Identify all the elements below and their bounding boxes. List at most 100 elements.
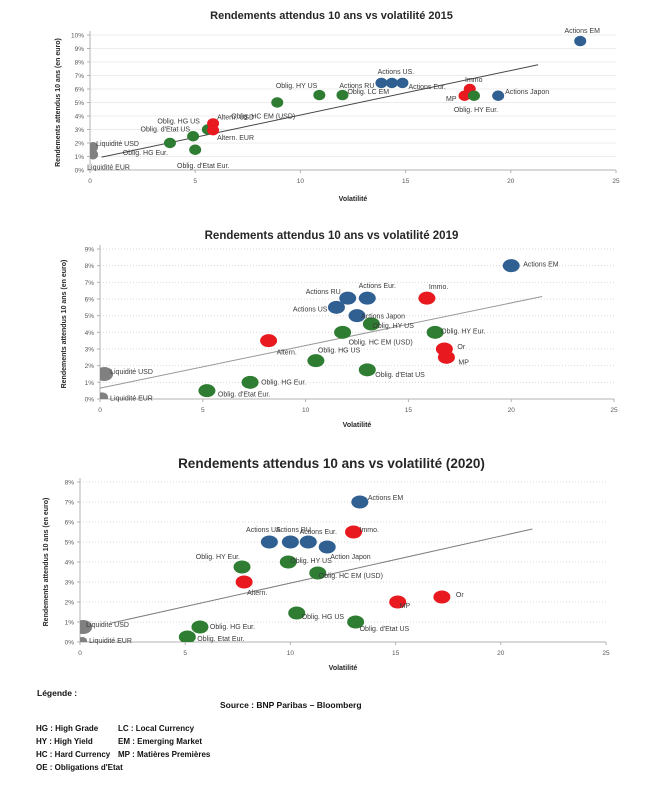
point-label-action-japon: Action Japon xyxy=(330,554,371,561)
point-oblig-hy-eur xyxy=(467,90,480,101)
point-label-oblig-hg-eur: Oblig. HG Eur. xyxy=(210,624,255,631)
point-actions-em xyxy=(574,35,587,47)
x-tick-label: 0 xyxy=(78,650,82,657)
point-label-oblig-d-etat-eur: Oblig. d'Etat Eur. xyxy=(177,163,229,170)
x-tick-label: 20 xyxy=(497,650,505,657)
point-label-oblig-hg-eur: Oblig. HG Eur. xyxy=(261,379,306,386)
point-actions-japon xyxy=(348,309,366,323)
point-label-oblig-hy-us: Oblig. HY US xyxy=(290,558,332,565)
point-label-liquidit-eur: Liquidité EUR xyxy=(110,395,153,402)
point-oblig-d-etat-us xyxy=(358,363,376,377)
y-tick-label: 1% xyxy=(75,154,85,161)
point-label-immo: Immo xyxy=(465,77,483,84)
x-tick-label: 15 xyxy=(392,650,400,657)
point-oblig-hy-eur xyxy=(426,325,444,339)
point-actions-eur xyxy=(358,291,376,305)
y-tick-label: 4% xyxy=(75,114,85,121)
point-actions-ru xyxy=(375,77,388,89)
point-mp xyxy=(389,595,407,609)
x-tick-label: 15 xyxy=(405,407,413,414)
legend-column-1: HG : High Grade HY : High Yield HC : Har… xyxy=(36,722,123,774)
point-label-mp: MP xyxy=(400,603,411,610)
chart-2020-title: Rendements attendus 10 ans vs volatilité… xyxy=(178,456,485,471)
legend-heading: Légende : xyxy=(37,688,78,698)
y-axis-title: Rendements attendus 10 ans (en euro) xyxy=(61,260,68,389)
point-label-liquidit-usd: Liquidité USD xyxy=(96,141,139,148)
point-oblig-lc-em xyxy=(336,89,349,101)
points-layer xyxy=(80,495,451,642)
point-liquidit-eur xyxy=(80,637,88,642)
point-label-altern: Altern. xyxy=(277,350,297,357)
point-label-actions-eur: Actions Eur. xyxy=(300,529,337,536)
y-tick-label: 3% xyxy=(65,580,75,587)
point-actions-japon xyxy=(492,90,505,101)
legend-column-2: LC : Local Currency EM : Emerging Market… xyxy=(118,722,210,774)
point-oblig-hc-em-usd xyxy=(271,97,284,108)
point-liquidit-usd xyxy=(100,367,114,381)
point-label-oblig-d-etat-eur: Oblig. d'Etat Eur. xyxy=(218,392,270,399)
point-actions-em xyxy=(351,495,369,509)
point-label-altern-usd: Altern. USD xyxy=(217,114,254,121)
legend-item-oe: OE : Obligations d'Etat xyxy=(36,763,123,772)
point-oblig-hg-us xyxy=(307,354,325,368)
point-altern xyxy=(235,575,253,589)
point-oblig-d-etat-us xyxy=(187,131,200,142)
point-label-oblig-hy-us: Oblig. HY US xyxy=(276,83,318,90)
y-tick-label: 2% xyxy=(85,363,95,370)
point-oblig-hg-eur xyxy=(163,137,176,149)
x-tick-label: 20 xyxy=(508,407,516,414)
y-tick-label: 1% xyxy=(65,620,75,627)
point-label-actions-ru: Actions RU xyxy=(339,83,374,90)
legend-block: Légende : Source : BNP Paribas – Bloombe… xyxy=(0,688,663,774)
y-tick-label: 4% xyxy=(85,330,95,337)
x-tick-label: 0 xyxy=(98,407,102,414)
y-tick-label: 2% xyxy=(75,141,85,148)
point-label-liquidit-eur: Liquidité EUR xyxy=(87,164,130,171)
point-label-oblig-hc-em-usd: Oblig. HC EM (USD) xyxy=(231,114,295,121)
x-axis-title: Volatilité xyxy=(339,196,368,203)
point-label-oblig-hc-em-usd: Oblig. HC EM (USD) xyxy=(349,339,413,346)
chart-2015: Rendements attendus 10 ans vs volatilité… xyxy=(0,0,663,209)
point-label-actions-japon: Actions Japon xyxy=(361,314,405,321)
point-label-liquidit-eur: Liquidité EUR xyxy=(89,638,132,645)
point-oblig-hg-eur xyxy=(241,375,259,389)
x-tick-label: 5 xyxy=(183,650,187,657)
gridlines xyxy=(100,248,614,400)
point-actions-eur xyxy=(299,535,317,549)
point-label-oblig-hg-us: Oblig. HG US xyxy=(302,614,345,621)
y-axis-title: Rendements attendus 10 ans (en euro) xyxy=(55,38,62,167)
gridlines xyxy=(90,34,616,171)
point-label-immo: Immo. xyxy=(360,527,380,534)
point-liquidit-eur xyxy=(90,149,99,160)
point-oblig-d-etat-us xyxy=(347,615,365,629)
point-label-actions-em: Actions EM xyxy=(368,495,404,502)
y-tick-label: 0% xyxy=(65,640,75,647)
legend-item-em: EM : Emerging Market xyxy=(118,737,203,746)
point-oblig-hy-us xyxy=(279,555,297,569)
y-tick-label: 7% xyxy=(85,280,95,287)
point-actions-ru xyxy=(281,535,299,549)
point-label-oblig-hy-eur: Oblig. HY Eur. xyxy=(454,107,498,114)
y-tick-label: 3% xyxy=(85,347,95,354)
y-tick-label: 5% xyxy=(75,100,85,107)
point-altern xyxy=(260,334,278,348)
point-label-altern-eur: Altern. EUR xyxy=(217,135,254,142)
y-tick-label: 5% xyxy=(65,540,75,547)
point-actions-ru xyxy=(339,291,357,305)
x-tick-label: 10 xyxy=(302,407,310,414)
point-action-japon xyxy=(318,540,336,554)
y-tick-label: 3% xyxy=(75,127,85,134)
y-tick-label: 6% xyxy=(65,520,75,527)
y-tick-label: 6% xyxy=(75,87,85,94)
chart-2015-canvas: 0% 1% 2% 3% 4% 5% 6% 7% 8% 9% 10% 0 5 10 15 20 25 Volatil… xyxy=(55,28,620,203)
point-label-actions-em: Actions EM xyxy=(523,262,559,269)
chart-2019-canvas: 0% 1% 2% 3% 4% 5% 6% 7% 8% 9% 0 5 10 15 20 25 Volatilité… xyxy=(61,245,618,429)
point-oblig-hy-us xyxy=(362,317,380,331)
point-oblig-hy-eur xyxy=(233,560,251,574)
x-tick-label: 0 xyxy=(88,178,92,185)
point-label-liquidit-usd: Liquidité USD xyxy=(110,369,153,376)
y-tick-label: 8% xyxy=(85,263,95,270)
points-layer xyxy=(90,35,587,160)
point-label-oblig-hy-eur: Oblig. HY Eur. xyxy=(196,554,240,561)
